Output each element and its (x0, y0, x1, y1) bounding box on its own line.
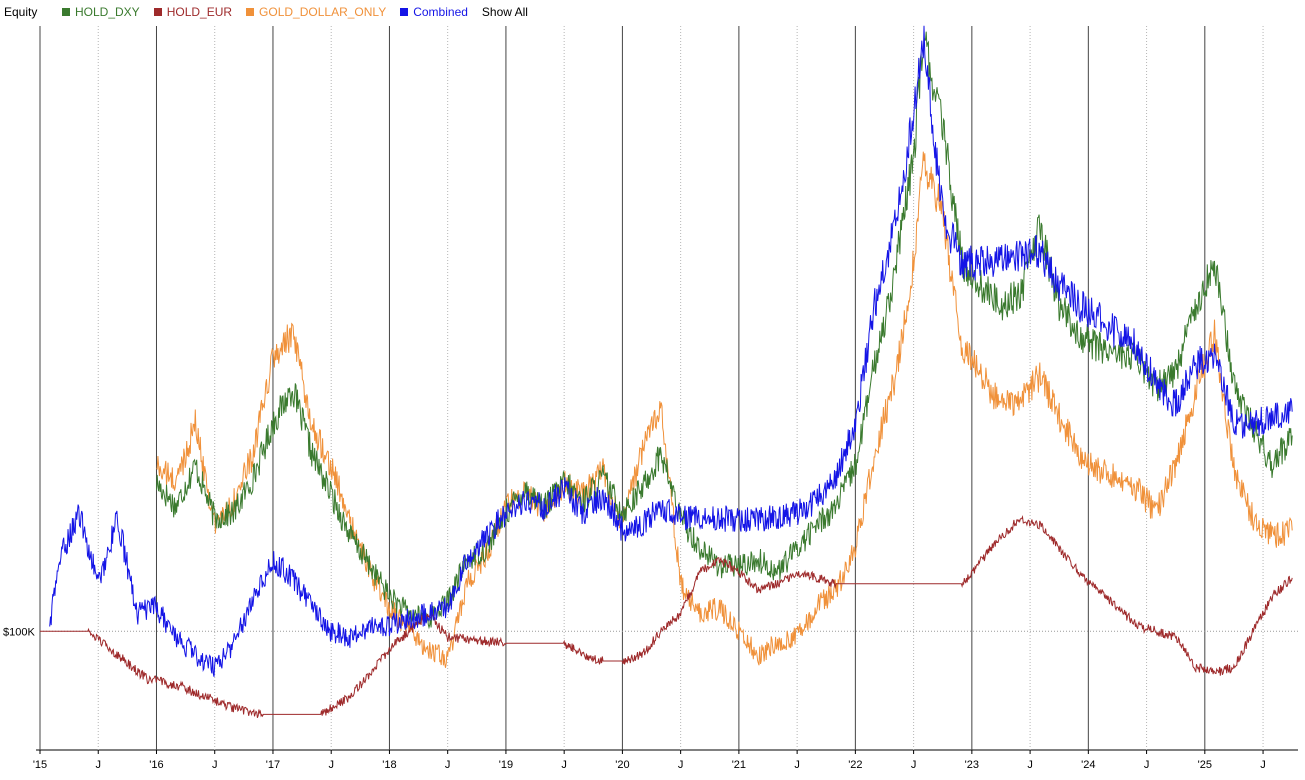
x-tick-label: J (328, 759, 334, 771)
x-tick-label: '24 (1081, 759, 1095, 771)
x-tick-label: '21 (732, 759, 746, 771)
x-tick-label: J (678, 759, 684, 771)
x-tick-label: J (794, 759, 800, 771)
series-line-hold-dxy (157, 32, 1293, 628)
x-tick-label: '18 (382, 759, 396, 771)
x-tick-label: '23 (965, 759, 979, 771)
x-tick-label: '19 (499, 759, 513, 771)
x-tick-label: J (1027, 759, 1033, 771)
x-tick-label: J (1260, 759, 1266, 771)
x-tick-label: J (212, 759, 218, 771)
x-tick-label: J (561, 759, 567, 771)
x-tick-label: J (911, 759, 917, 771)
x-tick-label: J (95, 759, 101, 771)
x-tick-label: '25 (1198, 759, 1212, 771)
x-tick-label: J (445, 759, 451, 771)
series-line-gold-dollar-only (157, 152, 1293, 668)
x-tick-label: '22 (848, 759, 862, 771)
x-tick-label: '16 (149, 759, 163, 771)
x-tick-label: '20 (615, 759, 629, 771)
y-tick-label: $100K (3, 626, 35, 638)
x-tick-label: '15 (33, 759, 47, 771)
series-line-hold-eur (40, 517, 1292, 718)
x-tick-label: J (1144, 759, 1150, 771)
x-tick-label: '17 (266, 759, 280, 771)
